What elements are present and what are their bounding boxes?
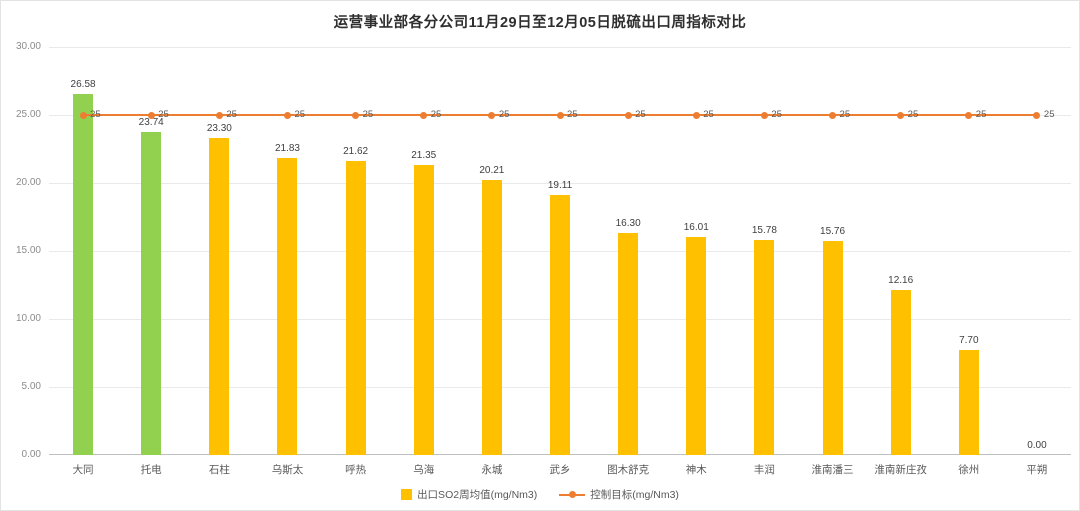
target-point-label: 25: [90, 109, 101, 120]
x-axis-category-label: 图木舒克: [607, 464, 650, 476]
target-marker-icon: [897, 111, 905, 119]
bar: [73, 93, 94, 455]
bar-value-label: 12.16: [888, 274, 914, 286]
y-axis-tick-label: 25.00: [15, 109, 41, 120]
bar: [890, 289, 911, 455]
legend-bar-label: 出口SO2周均值(mg/Nm3): [417, 489, 538, 501]
x-axis-category-label: 石柱: [208, 464, 230, 476]
y-axis-labels: 0.00 5.00 10.00 15.00 20.00 25.00 30.00: [1, 41, 43, 460]
target-point-label: 25: [294, 109, 306, 120]
x-axis-labels: 大同 托电 石柱 乌斯太 呼热 乌海 永城 武乡 图木舒克 神木 丰润 淮南潘三 淮南新庄孜 徐州 平朔: [49, 462, 1071, 478]
chart-title: 运营事业部各分公司11月29日至12月05日脱硫出口周指标对比: [333, 15, 747, 31]
bar: [754, 240, 775, 455]
bar: [141, 132, 162, 455]
target-point-label: 25: [975, 109, 987, 120]
bar: [618, 233, 639, 455]
target-marker-icon: [488, 111, 496, 119]
bar: [209, 138, 230, 455]
line-series-swatch-icon: [559, 491, 586, 498]
bar-value-label: 16.01: [683, 222, 709, 234]
target-marker-icon: [283, 111, 291, 119]
bar: [413, 164, 434, 455]
y-axis-tick-label: 30.00: [15, 41, 41, 52]
y-axis-tick-label: 0.00: [21, 449, 41, 460]
bar: [277, 158, 298, 455]
bar-value-label: 21.35: [411, 149, 437, 161]
y-axis-tick-label: 5.00: [21, 381, 41, 392]
bar-value-label: 26.58: [70, 78, 96, 90]
bar-series-swatch-icon: [401, 489, 413, 500]
target-marker-icon: [556, 111, 564, 119]
target-marker-icon: [352, 111, 360, 119]
legend: 出口SO2周均值(mg/Nm3) 控制目标(mg/Nm3): [1, 487, 1079, 502]
x-axis-category-label: 武乡: [549, 464, 571, 476]
target-point-label: 25: [1043, 109, 1055, 120]
x-axis-category-label: 徐州: [958, 464, 980, 476]
target-marker-icon: [760, 111, 768, 119]
bar-value-label: 23.74: [138, 117, 164, 129]
target-marker-icon: [692, 111, 700, 119]
x-axis-category-label: 乌海: [413, 464, 435, 476]
target-marker-icon: [829, 111, 837, 119]
bar-value-label: 0.00: [1027, 440, 1047, 451]
bar-value-label: 15.76: [820, 225, 846, 237]
legend-line-label: 控制目标(mg/Nm3): [590, 489, 679, 501]
target-point-label: 25: [771, 109, 782, 120]
bar: [822, 240, 843, 455]
target-marker-icon: [215, 111, 223, 119]
bar-value-label: 20.21: [479, 165, 505, 177]
target-point-label: 25: [839, 109, 851, 120]
x-axis-category-label: 永城: [481, 464, 503, 476]
x-axis-category-label: 神木: [685, 464, 707, 476]
bar-value-label: 23.30: [206, 123, 232, 135]
legend-line-marker-icon: [568, 491, 576, 498]
target-point-label: 25: [635, 109, 646, 120]
target-marker-icon: [420, 111, 428, 119]
bar-value-label: 16.30: [615, 218, 641, 230]
target-marker-icon: [1033, 111, 1041, 119]
target-point-label: 25: [498, 109, 510, 120]
bar-value-label: 21.62: [343, 145, 369, 157]
bar: [481, 180, 502, 455]
target-marker-icon: [965, 111, 973, 119]
x-axis-category-label: 淮南潘三: [811, 464, 854, 476]
target-marker-icon: [147, 111, 155, 119]
bar-value-label: 21.83: [274, 143, 300, 155]
y-axis-tick-label: 20.00: [15, 177, 41, 188]
plot-area: 26.58 23.74 23.30 21.83 21.62 21.35 20.21 19.11…: [49, 47, 1071, 455]
x-axis-category-label: 丰润: [753, 464, 775, 476]
y-axis-tick-label: 15.00: [15, 245, 41, 256]
bar: [958, 350, 979, 455]
target-point-label: 25: [567, 109, 578, 120]
gridline: [49, 183, 1071, 184]
target-marker-icon: [79, 111, 87, 119]
bar-value-label: 7.70: [959, 335, 979, 347]
target-marker-icon: [624, 111, 632, 119]
target-point-label: 25: [907, 109, 919, 120]
bar: [686, 237, 707, 455]
x-axis-category-label: 平朔: [1026, 464, 1048, 476]
bar: [345, 160, 366, 455]
target-point-label: 25: [362, 109, 374, 120]
y-axis-tick-label: 10.00: [15, 313, 41, 324]
x-axis-category-label: 托电: [140, 464, 162, 476]
bar-value-label: 19.11: [547, 180, 573, 192]
x-axis-category-label: 淮南新庄孜: [874, 464, 927, 476]
x-axis-category-label: 大同: [72, 464, 94, 476]
target-point-label: 25: [158, 109, 169, 120]
gridline: [49, 47, 1071, 48]
bar: [550, 195, 570, 455]
legend-item-line: 控制目标(mg/Nm3): [559, 487, 679, 502]
x-axis-category-label: 乌斯太: [271, 464, 304, 476]
x-axis-category-label: 呼热: [345, 464, 367, 476]
legend-item-bar: 出口SO2周均值(mg/Nm3): [401, 487, 537, 502]
target-point-label: 25: [430, 109, 442, 120]
target-point-label: 25: [226, 109, 237, 120]
bar-value-label: 15.78: [751, 225, 777, 237]
target-point-label: 25: [703, 109, 714, 120]
